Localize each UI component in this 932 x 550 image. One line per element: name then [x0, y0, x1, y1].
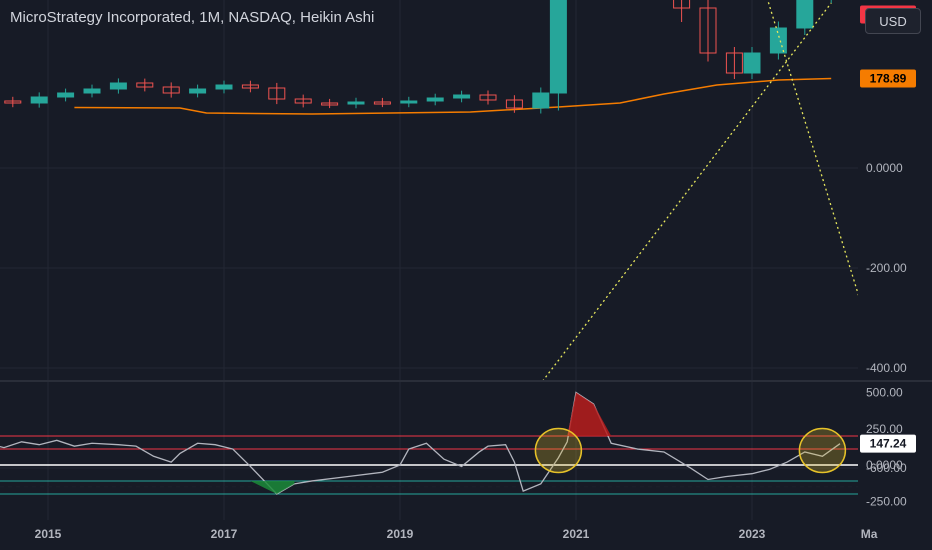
candle	[162, 86, 180, 94]
trendline	[542, 2, 832, 380]
candle	[796, 0, 814, 29]
candle	[268, 87, 286, 100]
price-label-badge	[860, 69, 916, 88]
chart-title: MicroStrategy Incorporated, 1M, NASDAQ, …	[10, 9, 375, 26]
moving-average-line	[74, 77, 832, 115]
x-tick-label: 2021	[563, 527, 590, 541]
oscillator	[0, 391, 841, 495]
candle	[30, 96, 48, 104]
y-tick-label: -600.00	[866, 461, 907, 475]
overbought-area	[567, 392, 612, 436]
moving-average	[74, 77, 832, 115]
highlight-circle	[798, 427, 847, 474]
osc-y-tick-label: -250.00	[866, 494, 907, 508]
y-tick-label: -200.00	[866, 261, 907, 275]
currency-button[interactable]: USD	[865, 8, 921, 34]
highlight-circles	[534, 427, 847, 474]
osc-value-text: 147.24	[870, 437, 907, 451]
price-label-text: 178.89	[870, 72, 907, 86]
candle	[725, 52, 743, 74]
trendline	[767, 0, 858, 296]
x-axis-ticks: 2015 2017 2019 2021 2023 Ma	[35, 527, 878, 541]
candle	[400, 100, 418, 104]
osc-value-badge	[860, 434, 916, 453]
y-tick-label: -400.00	[866, 361, 907, 375]
osc-y-tick-label: 500.00	[866, 386, 903, 400]
indicator-bands	[0, 435, 858, 495]
candle	[505, 99, 523, 109]
candle	[109, 82, 127, 90]
candle	[743, 52, 761, 74]
candle	[241, 84, 259, 89]
candle	[347, 101, 365, 105]
y-tick-label: 0.0000	[866, 161, 903, 175]
candle	[189, 88, 207, 94]
candle	[83, 88, 101, 94]
x-tick-label: 2017	[211, 527, 238, 541]
candle	[479, 94, 497, 101]
candle	[699, 7, 717, 54]
osc-y-tick-label: 250.00	[866, 422, 903, 436]
candle	[136, 82, 154, 88]
x-tick-label: 2019	[387, 527, 414, 541]
candle	[215, 84, 233, 90]
candle	[57, 92, 75, 98]
x-tick-label: Ma	[861, 527, 878, 541]
candle	[673, 0, 691, 9]
y-axis-ticks: 0.0000-200.00-400.00-600.00-800.00500.00…	[866, 161, 907, 508]
highlight-circle	[534, 427, 583, 474]
oversold-area	[250, 480, 295, 494]
candle	[294, 98, 312, 104]
candle	[373, 101, 391, 105]
candle	[549, 0, 567, 94]
osc-y-tick-label: 0.0000	[866, 458, 903, 472]
candle	[426, 97, 444, 102]
candle	[532, 92, 550, 109]
x-tick-label: 2023	[739, 527, 766, 541]
candle	[321, 102, 339, 106]
candle	[4, 100, 22, 104]
candle	[769, 27, 787, 54]
candle	[453, 94, 471, 99]
trendlines	[542, 0, 858, 380]
oscillator-line	[0, 391, 841, 495]
x-tick-label: 2015	[35, 527, 62, 541]
candles	[4, 0, 832, 114]
